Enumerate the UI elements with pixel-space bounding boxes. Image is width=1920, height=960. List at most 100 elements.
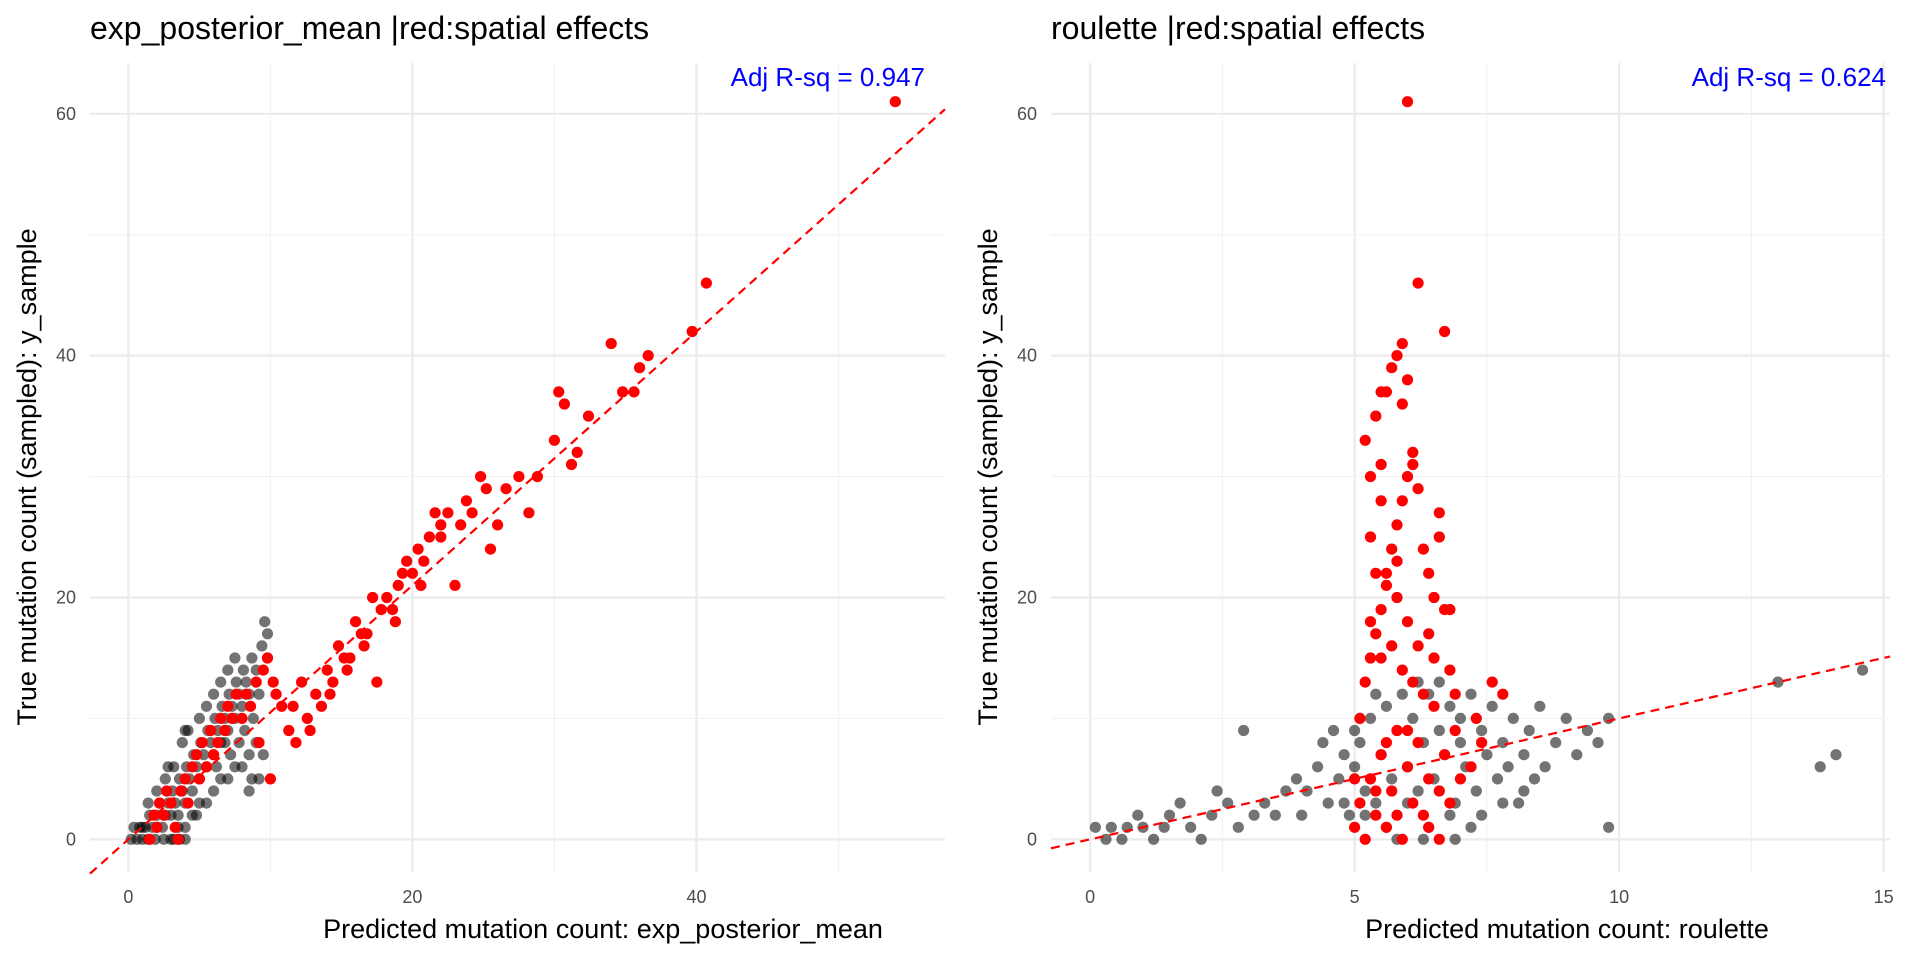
data-point <box>1396 833 1408 845</box>
data-point <box>1391 809 1403 821</box>
data-point <box>247 712 259 725</box>
data-point <box>1592 737 1604 749</box>
data-point <box>267 676 279 688</box>
data-point <box>1370 809 1382 821</box>
data-point <box>1444 604 1456 616</box>
data-point <box>1502 761 1514 773</box>
data-point <box>296 676 308 688</box>
data-point <box>1364 531 1377 543</box>
y-tick-label: 0 <box>66 829 76 849</box>
data-point <box>1386 362 1398 374</box>
data-point <box>341 664 353 676</box>
data-point <box>230 688 242 700</box>
data-point <box>229 652 241 664</box>
data-point <box>151 785 163 797</box>
data-point <box>392 579 404 592</box>
data-point <box>423 531 435 543</box>
data-point <box>1603 821 1615 833</box>
grid-lines <box>90 63 945 872</box>
data-point <box>1089 821 1101 833</box>
panel-title: exp_posterior_mean |red:spatial effects <box>90 10 649 46</box>
data-point <box>429 507 441 519</box>
data-point <box>1364 471 1377 483</box>
data-point <box>244 700 257 712</box>
data-point <box>1396 664 1408 676</box>
data-point <box>1396 688 1408 700</box>
data-point <box>1401 96 1414 108</box>
data-point <box>375 604 387 616</box>
data-point <box>1412 483 1424 495</box>
data-point <box>1364 616 1377 628</box>
data-point <box>1359 833 1371 845</box>
data-point <box>1380 386 1392 398</box>
data-point <box>193 712 205 725</box>
data-point <box>548 434 561 446</box>
data-point <box>418 555 430 567</box>
data-point <box>310 688 322 700</box>
data-point <box>1507 712 1519 725</box>
data-point <box>1476 724 1488 737</box>
chart-panel-right: roulette |red:spatial effects Predicted … <box>973 10 1894 944</box>
data-point <box>1428 591 1440 604</box>
x-axis-label: Predicted mutation count: exp_posterior_… <box>323 914 883 944</box>
data-point <box>1380 821 1392 833</box>
x-tick-label: 10 <box>1609 887 1629 907</box>
data-point <box>250 676 262 688</box>
data-point <box>257 664 269 676</box>
data-point <box>686 325 698 338</box>
data-point <box>1116 833 1128 845</box>
data-point <box>1439 325 1451 338</box>
x-tick-label: 40 <box>686 887 706 907</box>
data-point <box>1523 724 1535 737</box>
data-point <box>1470 712 1482 725</box>
data-point <box>1433 833 1445 845</box>
fit-line <box>1050 655 1891 850</box>
data-point <box>415 579 427 592</box>
data-point <box>200 797 213 809</box>
data-point <box>1380 567 1392 579</box>
data-point <box>158 833 170 845</box>
data-point <box>222 773 234 785</box>
data-point <box>1375 458 1387 471</box>
data-point <box>1428 700 1440 712</box>
data-point <box>1370 410 1382 422</box>
data-point <box>358 640 370 652</box>
data-point <box>1407 458 1419 471</box>
data-point <box>154 797 166 809</box>
data-point <box>1391 519 1403 531</box>
data-point <box>1359 785 1371 797</box>
data-point <box>1158 821 1170 833</box>
data-point <box>237 664 249 676</box>
data-point <box>523 507 535 519</box>
data-point <box>500 483 512 495</box>
data-point <box>381 591 393 604</box>
data-point <box>1185 821 1197 833</box>
data-point <box>1396 495 1408 507</box>
data-point <box>582 410 595 422</box>
data-point <box>264 773 276 785</box>
data-point <box>1444 664 1456 676</box>
data-point <box>371 676 383 688</box>
data-point <box>222 700 234 712</box>
data-point <box>1296 809 1308 821</box>
data-point <box>1486 700 1498 712</box>
data-point <box>386 604 399 616</box>
data-point <box>324 688 336 700</box>
data-point <box>1391 555 1403 567</box>
series-red <box>1349 96 1509 845</box>
data-point <box>1465 688 1477 700</box>
x-tick-label: 0 <box>123 887 133 907</box>
data-point <box>1439 749 1451 761</box>
data-point <box>1370 567 1382 579</box>
data-point <box>1259 797 1271 809</box>
data-point <box>460 495 472 507</box>
data-point <box>1370 797 1382 809</box>
y-tick-label: 20 <box>56 587 76 607</box>
y-tick-label: 40 <box>56 346 76 366</box>
data-point <box>240 676 252 688</box>
data-point <box>176 737 188 749</box>
data-point <box>253 773 265 785</box>
x-tick-label: 15 <box>1874 887 1894 907</box>
data-point <box>253 688 265 700</box>
data-point <box>1375 495 1387 507</box>
